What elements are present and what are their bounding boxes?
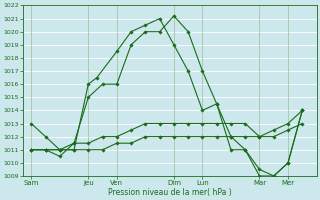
X-axis label: Pression niveau de la mer( hPa ): Pression niveau de la mer( hPa ): [108, 188, 231, 197]
